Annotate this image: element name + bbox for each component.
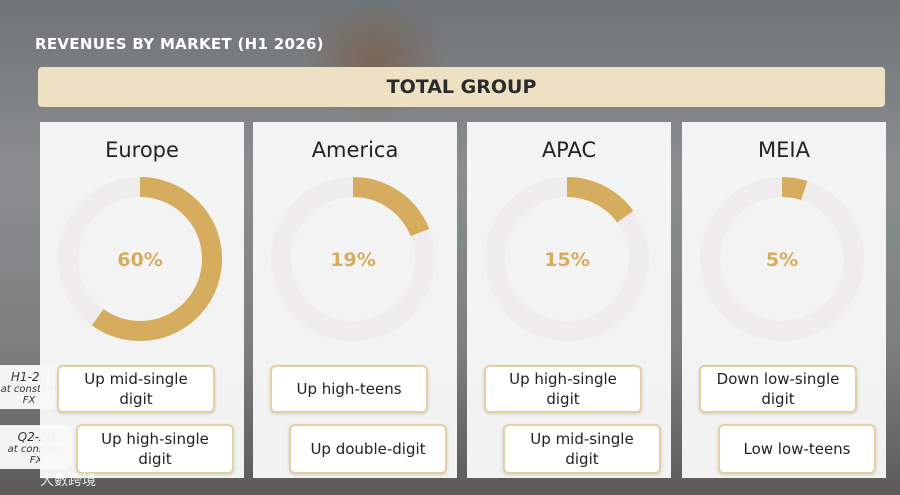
card-title: Europe <box>105 138 179 162</box>
note-box: Down low-single digit <box>699 365 857 413</box>
donut-segment <box>352 177 430 237</box>
donut-segment <box>566 177 634 223</box>
value-label: 19% <box>330 249 375 271</box>
donut-segment <box>781 177 808 201</box>
market-card: Europe 60% <box>40 122 244 478</box>
note-box: Up high-teens <box>270 365 428 413</box>
donut-chart: 60% <box>58 177 222 341</box>
row-note: at constant FX <box>0 384 58 406</box>
note-box: Up mid-single digit <box>57 365 215 413</box>
note-box: Up double-digit <box>289 424 447 474</box>
market-card: APAC 15% <box>467 122 671 478</box>
donut-chart: 5% <box>700 177 864 341</box>
card-title: APAC <box>541 138 597 162</box>
row-period: H1-26 <box>10 370 48 384</box>
donut-chart: 15% <box>485 177 649 341</box>
card-title: America <box>311 138 399 162</box>
value-label: 5% <box>766 249 798 271</box>
row-note: at constant FX <box>7 444 65 466</box>
value-label: 15% <box>544 249 589 271</box>
donut-chart: 19% <box>271 177 435 341</box>
market-card: MEIA 5% <box>682 122 886 478</box>
watermark: 大數跨境 <box>40 473 96 489</box>
donut-segment <box>91 177 222 341</box>
card-title: MEIA <box>758 138 810 162</box>
banner: TOTAL GROUP <box>38 67 885 107</box>
note-box: Up high-single digit <box>484 365 642 413</box>
note-box: Up high-single digit <box>76 424 234 474</box>
market-card: America 19% <box>253 122 457 478</box>
note-box: Up mid-single digit <box>503 424 661 474</box>
note-box: Low low-teens <box>718 424 876 474</box>
slide-title: REVENUES BY MARKET (H1 2026) <box>35 35 324 53</box>
value-label: 60% <box>117 249 162 271</box>
